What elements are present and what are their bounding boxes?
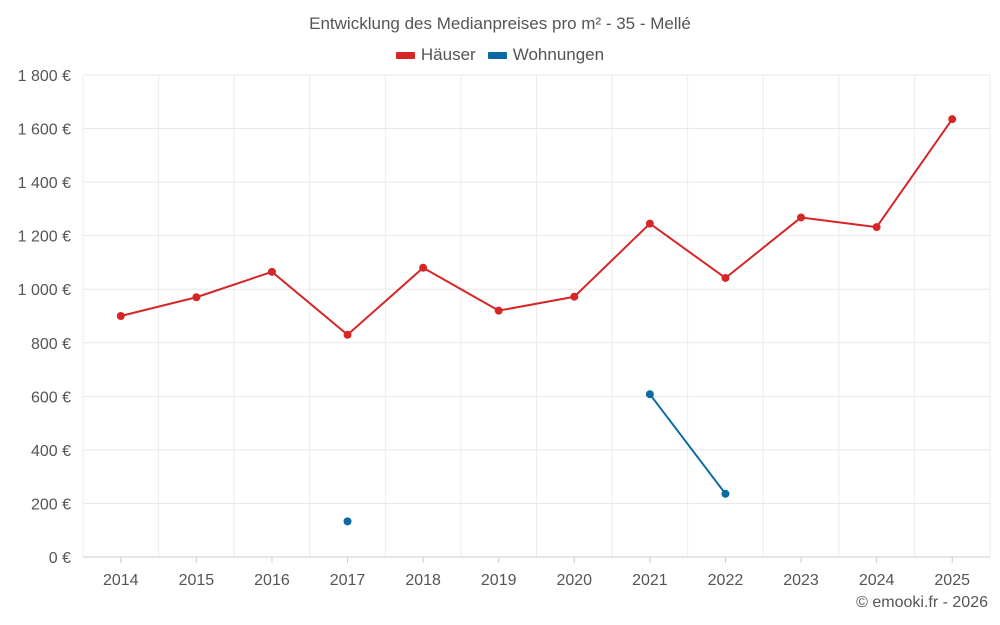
data-point-haeuser[interactable] [494,306,503,315]
data-point-haeuser[interactable] [797,213,806,222]
series-lines [116,115,957,526]
y-tick-label: 1 200 € [18,229,71,246]
series-line-haeuser [120,118,954,336]
legend-label-haeuser: Häuser [420,45,476,64]
data-point-wohnungen[interactable] [343,517,352,526]
legend-item-haeuser[interactable]: Häuser [395,45,476,65]
x-tick-label: 2014 [103,572,139,589]
y-tick-label: 1 800 € [18,68,71,85]
y-tick-label: 200 € [31,496,71,513]
legend-label-wohnungen: Wohnungen [512,45,605,64]
x-tick-label: 2019 [481,572,517,589]
tick-labels: 0 € 200 € 400 € 600 € 800 € 1 000 € 1 200 € 1 4… [18,68,970,589]
x-tick-label: 2022 [708,572,744,589]
y-tick-label: 600 € [31,389,71,406]
data-point-haeuser[interactable] [721,273,730,282]
data-point-haeuser[interactable] [116,312,125,320]
x-tick-label: 2015 [179,572,215,589]
series-line-wohnungen [649,393,727,495]
grid-lines [82,74,991,557]
x-tick-label: 2023 [783,572,819,589]
legend-swatch-wohnungen [487,51,507,59]
data-point-haeuser[interactable] [948,115,957,124]
data-point-wohnungen[interactable] [645,390,654,399]
chart-title: Entwicklung des Medianpreises pro m² - 3… [309,14,691,33]
y-tick-label: 1 000 € [18,282,71,299]
legend-swatch-haeuser [395,51,415,59]
x-tick-label: 2016 [254,572,290,589]
data-point-haeuser[interactable] [343,330,352,339]
data-point-haeuser[interactable] [267,267,276,276]
axes [83,556,990,563]
data-point-haeuser[interactable] [570,292,579,301]
x-tick-label: 2024 [859,572,895,589]
x-tick-label: 2018 [405,572,441,589]
credit-text: © emooki.fr - 2026 [856,594,988,611]
legend-item-wohnungen[interactable]: Wohnungen [487,45,605,65]
y-tick-label: 400 € [31,443,71,460]
x-tick-label: 2020 [556,572,592,589]
x-tick-label: 2017 [330,572,366,589]
y-tick-label: 800 € [31,336,71,353]
x-tick-label: 2025 [934,572,970,589]
data-point-haeuser[interactable] [419,263,428,272]
x-tick-label: 2021 [632,572,668,589]
y-tick-label: 0 € [49,550,71,567]
data-point-wohnungen[interactable] [721,489,730,498]
data-point-haeuser[interactable] [872,223,881,232]
data-point-haeuser[interactable] [192,293,201,302]
y-tick-label: 1 400 € [18,175,71,192]
y-tick-label: 1 600 € [18,122,71,139]
data-point-haeuser[interactable] [645,219,654,228]
chart-legend: Häuser Wohnungen [0,45,1000,65]
